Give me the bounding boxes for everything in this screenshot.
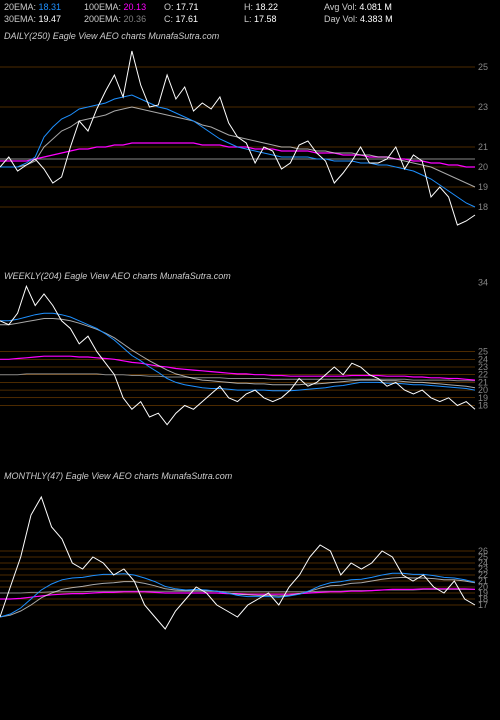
chart-title: WEEKLY(204) Eagle View AEO charts Munafa… bbox=[4, 271, 231, 281]
chart-svg: 17181920212223242526 bbox=[0, 467, 500, 677]
ema20-value: 18.31 bbox=[39, 2, 62, 12]
svg-text:18: 18 bbox=[478, 202, 488, 212]
ema200-value: 20.36 bbox=[124, 14, 147, 24]
low-value: 17.58 bbox=[254, 14, 277, 24]
svg-text:26: 26 bbox=[478, 546, 488, 556]
chart-title: DAILY(250) Eagle View AEO charts MunafaS… bbox=[4, 31, 219, 41]
ema100-label: 100EMA: bbox=[84, 2, 121, 12]
svg-text:25: 25 bbox=[478, 62, 488, 72]
avgvol-info: Avg Vol: 4.081 M bbox=[324, 2, 424, 14]
dayvol-info: Day Vol: 4.383 M bbox=[324, 14, 424, 26]
low-label: L: bbox=[244, 14, 252, 24]
svg-text:25: 25 bbox=[478, 347, 488, 357]
close-info: C: 17.61 bbox=[164, 14, 244, 26]
ema20-label: 20EMA: bbox=[4, 2, 36, 12]
header-info: 20EMA: 18.31 100EMA: 20.13 O: 17.71 H: 1… bbox=[0, 0, 500, 27]
low-info: L: 17.58 bbox=[244, 14, 324, 26]
ema100-value: 20.13 bbox=[124, 2, 147, 12]
charts-area: DAILY(250) Eagle View AEO charts MunafaS… bbox=[0, 27, 500, 677]
ema20-info: 20EMA: 18.31 bbox=[4, 2, 84, 14]
high-label: H: bbox=[244, 2, 253, 12]
svg-text:21: 21 bbox=[478, 142, 488, 152]
close-value: 17.61 bbox=[176, 14, 199, 24]
avgvol-value: 4.081 M bbox=[359, 2, 392, 12]
chart-panel: WEEKLY(204) Eagle View AEO charts Munafa… bbox=[0, 267, 500, 467]
open-value: 17.71 bbox=[176, 2, 199, 12]
ema30-value: 19.47 bbox=[39, 14, 62, 24]
high-value: 18.22 bbox=[256, 2, 279, 12]
chart-svg: 181920212223242534 bbox=[0, 267, 500, 467]
ema200-label: 200EMA: bbox=[84, 14, 121, 24]
chart-panel: MONTHLY(47) Eagle View AEO charts Munafa… bbox=[0, 467, 500, 677]
ema200-info: 200EMA: 20.36 bbox=[84, 14, 164, 26]
svg-text:23: 23 bbox=[478, 102, 488, 112]
high-info: H: 18.22 bbox=[244, 2, 324, 14]
open-label: O: bbox=[164, 2, 174, 12]
chart-title: MONTHLY(47) Eagle View AEO charts Munafa… bbox=[4, 471, 232, 481]
ema30-label: 30EMA: bbox=[4, 14, 36, 24]
avgvol-label: Avg Vol: bbox=[324, 2, 357, 12]
open-info: O: 17.71 bbox=[164, 2, 244, 14]
svg-text:19: 19 bbox=[478, 182, 488, 192]
chart-panel: DAILY(250) Eagle View AEO charts MunafaS… bbox=[0, 27, 500, 267]
svg-text:34: 34 bbox=[478, 278, 488, 288]
dayvol-label: Day Vol: bbox=[324, 14, 358, 24]
ema100-info: 100EMA: 20.13 bbox=[84, 2, 164, 14]
close-label: C: bbox=[164, 14, 173, 24]
ema30-info: 30EMA: 19.47 bbox=[4, 14, 84, 26]
dayvol-value: 4.383 M bbox=[360, 14, 393, 24]
chart-svg: 18 19 20 21 23 25 bbox=[0, 27, 500, 267]
svg-text:20: 20 bbox=[478, 162, 488, 172]
